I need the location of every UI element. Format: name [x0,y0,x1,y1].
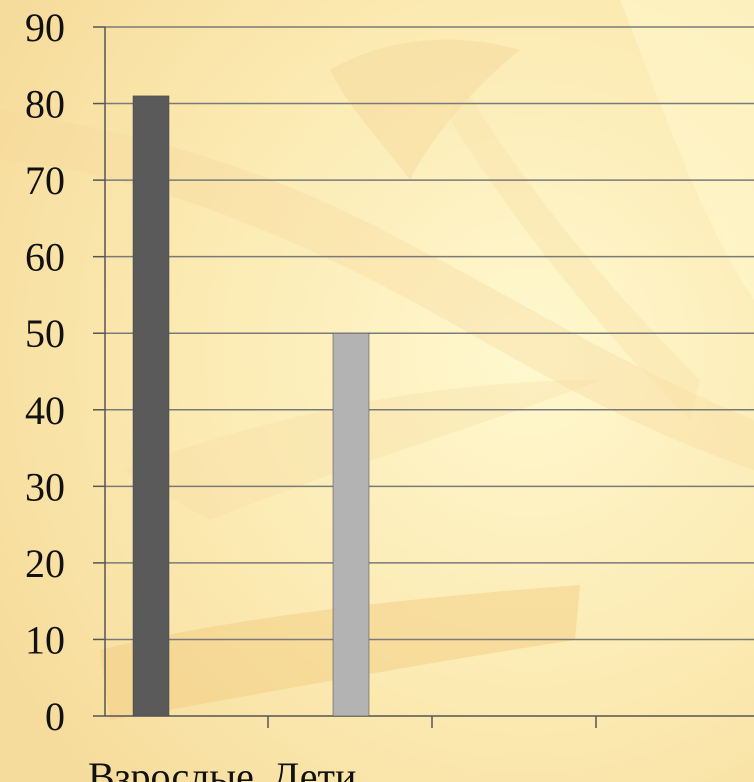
y-tick-label: 40 [25,388,65,433]
y-tick-label: 0 [45,694,65,739]
y-tick-label: 30 [25,464,65,509]
bar-1 [132,95,170,717]
y-tick-label: 10 [25,617,65,662]
category-label: Дети [272,754,356,782]
axes [104,27,754,717]
y-tick-label: 90 [25,5,65,50]
bars [132,95,370,717]
y-tick-labels: 0 10 20 30 40 50 60 70 80 90 [25,5,65,739]
bar-2 [332,332,370,717]
gridlines [93,26,754,717]
y-tick-label: 70 [25,158,65,203]
category-labels: Взрослые Дети [88,754,356,782]
y-tick-label: 20 [25,541,65,586]
category-label: Взрослые [88,754,254,782]
y-tick-label: 60 [25,235,65,280]
y-tick-label: 50 [25,311,65,356]
x-ticks [267,716,597,728]
y-tick-label: 80 [25,82,65,127]
